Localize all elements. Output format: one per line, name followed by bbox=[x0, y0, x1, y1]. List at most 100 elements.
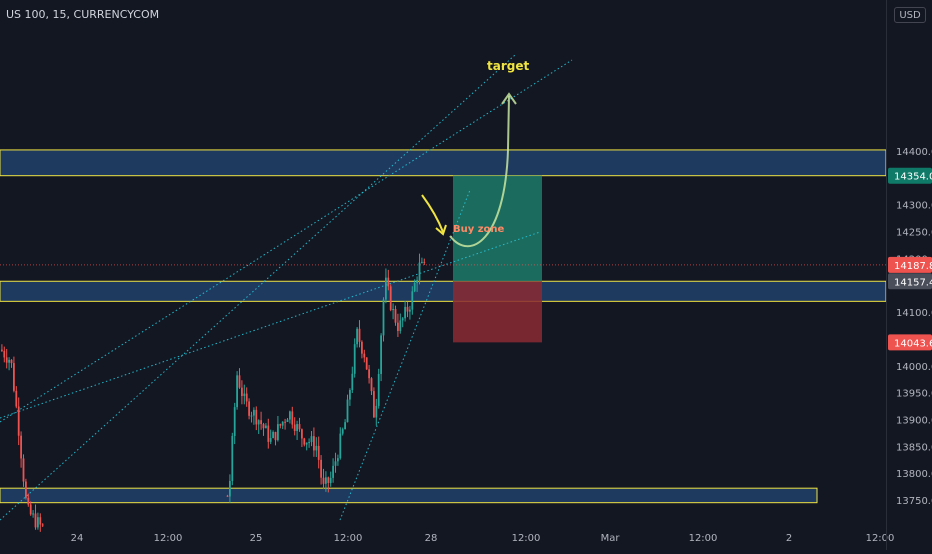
candle-body bbox=[277, 424, 279, 441]
candle-body bbox=[363, 353, 366, 358]
candle-body bbox=[257, 420, 260, 425]
candle-body bbox=[298, 424, 301, 430]
candle-body bbox=[27, 497, 30, 505]
candle-body bbox=[286, 419, 289, 422]
x-tick-label: Mar bbox=[601, 533, 621, 544]
candle-body bbox=[243, 393, 246, 396]
x-tick-label: 2 bbox=[786, 533, 792, 544]
candle-body bbox=[238, 375, 241, 388]
trendline-1 bbox=[0, 59, 573, 423]
candle-body bbox=[8, 359, 10, 363]
y-tick-label: 14400.0 bbox=[896, 147, 932, 158]
candle-body bbox=[255, 409, 258, 425]
candle-body bbox=[303, 438, 306, 445]
target-area bbox=[453, 175, 542, 282]
candle-body bbox=[406, 306, 409, 312]
x-tick-label: 12:00 bbox=[866, 533, 895, 544]
candle-body bbox=[296, 424, 298, 432]
candle-body bbox=[15, 390, 18, 407]
candle-body bbox=[380, 335, 382, 375]
arrow-head-1 bbox=[435, 224, 447, 236]
candle-body bbox=[22, 458, 25, 482]
candle-body bbox=[279, 424, 282, 426]
candle-body bbox=[337, 458, 339, 462]
candle-body bbox=[315, 445, 318, 451]
candle-body bbox=[334, 461, 337, 466]
candle-body bbox=[373, 391, 375, 418]
candle-body bbox=[339, 433, 342, 459]
candle-body bbox=[423, 261, 426, 263]
price-badge-label: 14157.4 bbox=[894, 277, 932, 288]
candle-body bbox=[305, 442, 308, 445]
candle-body bbox=[37, 517, 39, 528]
x-tick-label: 28 bbox=[425, 533, 438, 544]
candle-body bbox=[250, 415, 253, 417]
candle-body bbox=[241, 387, 243, 396]
candle-body bbox=[353, 344, 356, 374]
x-tick-label: 12:00 bbox=[512, 533, 541, 544]
candle-body bbox=[368, 369, 370, 379]
candle-body bbox=[34, 513, 37, 528]
candle-body bbox=[356, 328, 358, 345]
candle-body bbox=[269, 437, 272, 442]
candle-body bbox=[17, 406, 20, 436]
candle-body bbox=[329, 477, 332, 483]
candle-body bbox=[385, 277, 387, 300]
x-tick-label: 12:00 bbox=[154, 533, 183, 544]
y-tick-label: 13950.0 bbox=[896, 389, 932, 400]
candle-body bbox=[260, 420, 262, 425]
y-tick-label: 14100.0 bbox=[896, 308, 932, 319]
candle-body bbox=[365, 357, 368, 370]
candle-body bbox=[349, 390, 351, 400]
x-tick-label: 12:00 bbox=[334, 533, 363, 544]
candle-body bbox=[394, 309, 397, 323]
support-zone bbox=[0, 487, 818, 504]
candle-body bbox=[370, 378, 373, 392]
candle-body bbox=[421, 261, 423, 263]
candle-body bbox=[32, 513, 34, 515]
candle-body bbox=[332, 465, 334, 478]
y-tick-label: 13900.0 bbox=[896, 415, 932, 426]
candle-body bbox=[358, 328, 361, 342]
trendline-4 bbox=[339, 189, 471, 521]
currency-button[interactable]: USD bbox=[894, 7, 926, 23]
candle-body bbox=[392, 309, 394, 311]
candle-body bbox=[404, 306, 406, 319]
price-axis[interactable] bbox=[886, 0, 932, 550]
candle-body bbox=[245, 393, 248, 402]
candle-body bbox=[25, 481, 27, 498]
candle-body bbox=[327, 477, 330, 483]
price-badge-3 bbox=[888, 273, 932, 290]
candle-body bbox=[308, 442, 310, 444]
price-badge-4 bbox=[888, 334, 932, 351]
candle-body bbox=[389, 286, 392, 310]
candle-body bbox=[351, 373, 354, 391]
candle-body bbox=[41, 524, 44, 526]
candle-body bbox=[267, 425, 270, 442]
arrow-to-target bbox=[449, 95, 510, 248]
y-tick-label: 13850.0 bbox=[896, 442, 932, 453]
candle-body bbox=[399, 320, 402, 331]
candle-body bbox=[301, 429, 303, 439]
candle-body bbox=[265, 425, 267, 429]
candle-body bbox=[272, 432, 274, 438]
x-tick-label: 25 bbox=[250, 533, 263, 544]
candle-body bbox=[39, 517, 42, 525]
candle-body bbox=[397, 322, 399, 331]
stop-area bbox=[453, 281, 542, 343]
candle-body bbox=[418, 262, 421, 281]
candle-body bbox=[236, 375, 238, 408]
buy-zone-annotation: Buy zone bbox=[453, 224, 505, 235]
candle-body bbox=[361, 341, 363, 354]
y-tick-label: 13750.0 bbox=[896, 496, 932, 507]
candle-body bbox=[416, 280, 418, 283]
candle-body bbox=[284, 421, 286, 423]
price-badge-1 bbox=[888, 167, 932, 184]
candle-body bbox=[3, 350, 6, 358]
candle-body bbox=[344, 422, 346, 430]
candle-body bbox=[289, 411, 291, 420]
candle-body bbox=[29, 504, 32, 515]
candle-body bbox=[248, 401, 250, 416]
